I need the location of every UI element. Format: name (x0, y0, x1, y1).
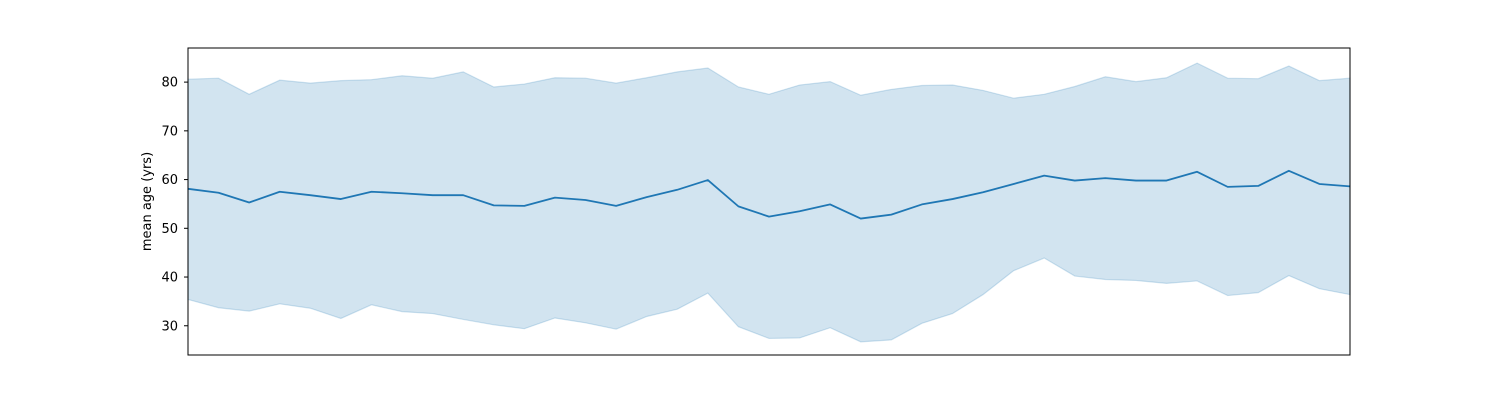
y-tick-label: 40 (161, 271, 178, 286)
y-axis: 30 40 50 60 70 80 (161, 76, 188, 334)
y-tick-label: 50 (161, 222, 178, 237)
confidence-band (187, 62, 1351, 343)
plot-frame (187, 47, 1351, 356)
y-tick-label: 80 (161, 76, 178, 91)
confidence-band-layer (187, 62, 1351, 343)
mean-line-layer (187, 169, 1351, 220)
mean-age-line (187, 169, 1351, 220)
y-tick-label: 60 (161, 173, 178, 188)
y-tick-label: 70 (161, 124, 178, 139)
y-tick-label: 30 (161, 319, 178, 334)
y-axis-label: mean age (yrs) (140, 152, 155, 251)
